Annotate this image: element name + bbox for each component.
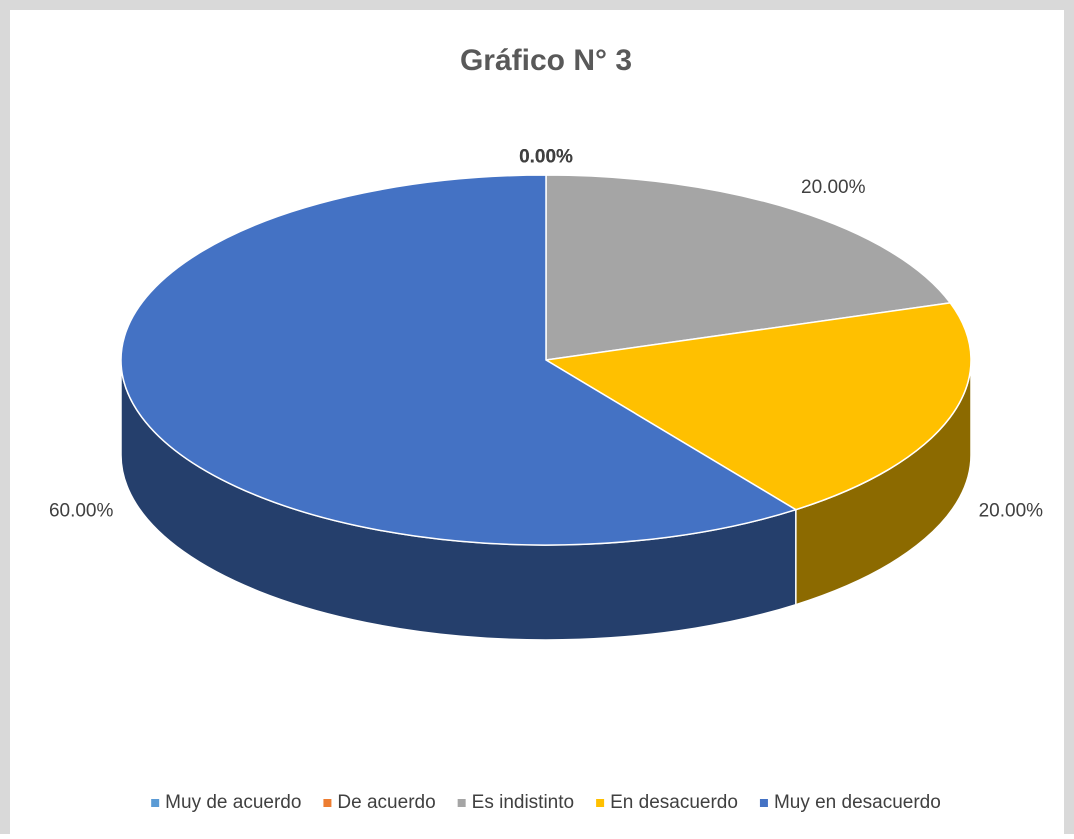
legend-label: Es indistinto xyxy=(472,792,574,813)
legend-swatch xyxy=(759,799,768,807)
data-labels: 0.00%0.00%20.00%20.00%60.00% xyxy=(49,146,1043,521)
legend-label: De acuerdo xyxy=(337,792,435,813)
legend-label: Muy en desacuerdo xyxy=(774,792,941,813)
legend-item: En desacuerdo xyxy=(596,792,738,813)
data-label: 20.00% xyxy=(979,500,1044,521)
chart-title: Gráfico N° 3 xyxy=(460,44,632,77)
data-label: 0.00% xyxy=(519,146,573,167)
pie-tops xyxy=(120,174,972,546)
legend-item: Muy en desacuerdo xyxy=(759,792,941,813)
legend-item: Muy de acuerdo xyxy=(151,792,301,813)
data-label: 0.00% xyxy=(519,146,573,167)
data-label: 20.00% xyxy=(801,177,866,198)
data-label: 60.00% xyxy=(49,500,114,521)
legend-swatch xyxy=(323,799,332,807)
legend-swatch xyxy=(457,799,466,807)
legend-label: Muy de acuerdo xyxy=(165,792,301,813)
legend-label: En desacuerdo xyxy=(610,792,738,813)
slice xyxy=(545,174,952,361)
legend: Muy de acuerdo De acuerdo Es indistinto En … xyxy=(151,792,941,813)
slice xyxy=(120,174,798,546)
legend-swatch xyxy=(151,799,160,807)
legend-item: De acuerdo xyxy=(323,792,436,813)
legend-swatch xyxy=(596,799,605,807)
legend-item: Es indistinto xyxy=(457,792,574,813)
slice xyxy=(543,302,972,511)
